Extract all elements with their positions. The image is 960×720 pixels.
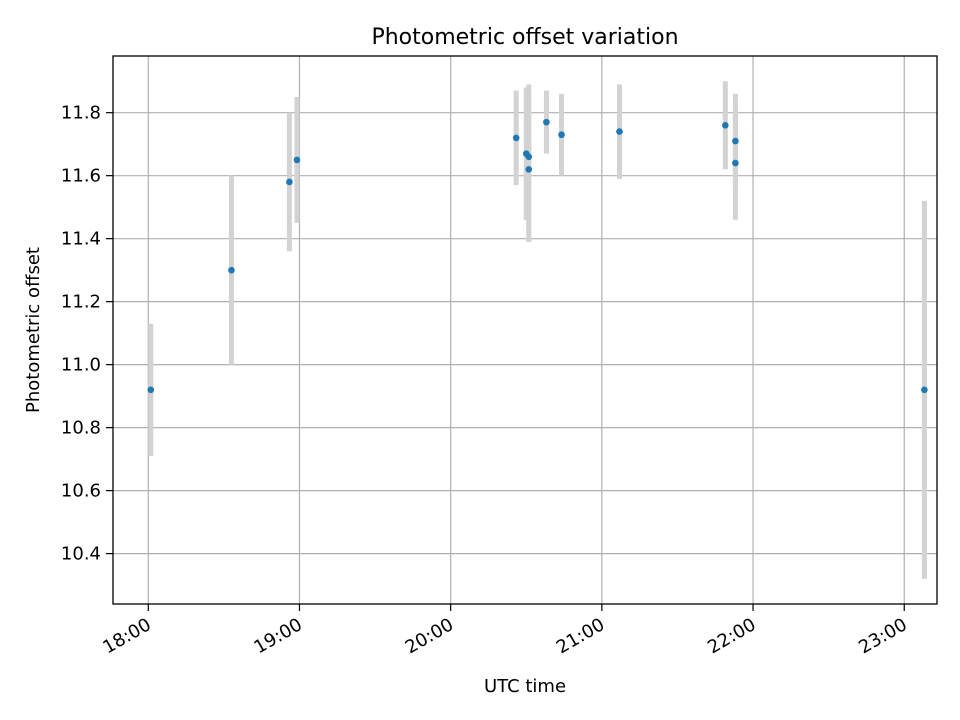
data-point [286, 178, 293, 186]
y-tick-label: 10.6 [61, 481, 101, 502]
data-point [512, 134, 520, 142]
data-points [147, 118, 928, 394]
y-tick-label: 10.4 [61, 544, 101, 565]
data-point [293, 156, 301, 164]
data-point [228, 266, 235, 274]
y-tick-label: 11.8 [61, 103, 101, 124]
x-axis-title: UTC time [484, 676, 566, 697]
plot-area-frame [112, 55, 938, 605]
y-tick-label: 11.4 [61, 229, 101, 250]
chart-title: Photometric offset variation [371, 25, 678, 50]
y-tick-label: 10.8 [61, 418, 101, 439]
data-point [558, 131, 565, 139]
y-axis-title: Photometric offset [23, 247, 44, 413]
y-tick-label: 11.0 [61, 355, 101, 376]
data-point [543, 118, 550, 126]
y-tick-label: 11.6 [61, 166, 101, 187]
data-point [732, 159, 739, 167]
data-point [732, 137, 739, 145]
data-point [147, 386, 155, 394]
data-point [616, 128, 623, 135]
data-point [525, 153, 533, 161]
data-point [921, 386, 928, 394]
y-tick-label: 11.2 [61, 292, 101, 313]
data-point [722, 121, 729, 129]
data-point [525, 166, 533, 173]
y-axis: 10.4 10.6 10.8 11.0 11.2 11.4 11.6 11.8 [61, 103, 113, 565]
